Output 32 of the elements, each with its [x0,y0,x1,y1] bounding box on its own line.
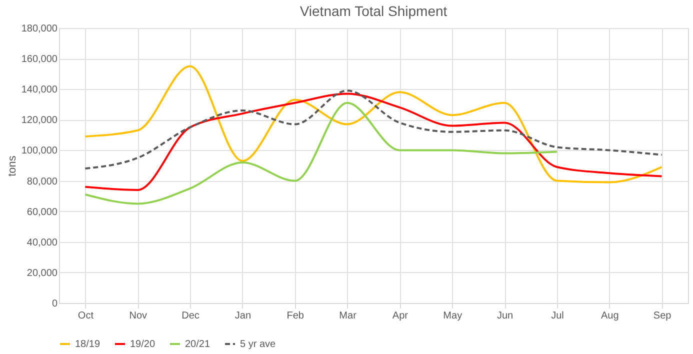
line-series [84,92,663,191]
y-tick-label: 180,000 [21,24,58,34]
x-tick-label: Apr [392,310,409,322]
line-series [84,65,663,184]
legend-label: 19/20 [130,339,156,350]
y-tick-label: 140,000 [21,84,58,96]
line-series [84,90,663,170]
legend-label: 5 yr ave [240,339,276,350]
legend-label: 20/21 [185,339,210,350]
y-axis-title: tons [6,155,18,176]
legend-label: 18/19 [75,339,100,350]
chart-title: Vietnam Total Shipment [300,3,448,19]
x-tick-label: May [443,310,462,322]
x-tick-label: Jun [496,310,514,322]
x-tick-label: Jul [551,310,564,322]
y-tick-label: 0 [52,298,58,310]
x-tick-label: Jan [234,310,252,322]
x-tick-label: Sep [653,310,672,322]
x-tick-label: Aug [600,310,619,322]
x-tick-label: Oct [78,310,94,322]
y-tick-label: 60,000 [26,206,58,218]
y-tick-label: 100,000 [21,146,58,157]
x-tick-label: Feb [286,310,304,322]
line-series [84,102,558,205]
y-tick-label: 160,000 [21,54,58,66]
x-tick-label: Mar [339,310,358,322]
x-tick-label: Dec [182,310,200,322]
y-tick-label: 40,000 [26,237,58,248]
y-tick-label: 120,000 [21,115,58,126]
y-tick-label: 20,000 [26,268,58,279]
y-tick-label: 80,000 [26,176,58,188]
x-tick-label: Nov [129,310,148,322]
